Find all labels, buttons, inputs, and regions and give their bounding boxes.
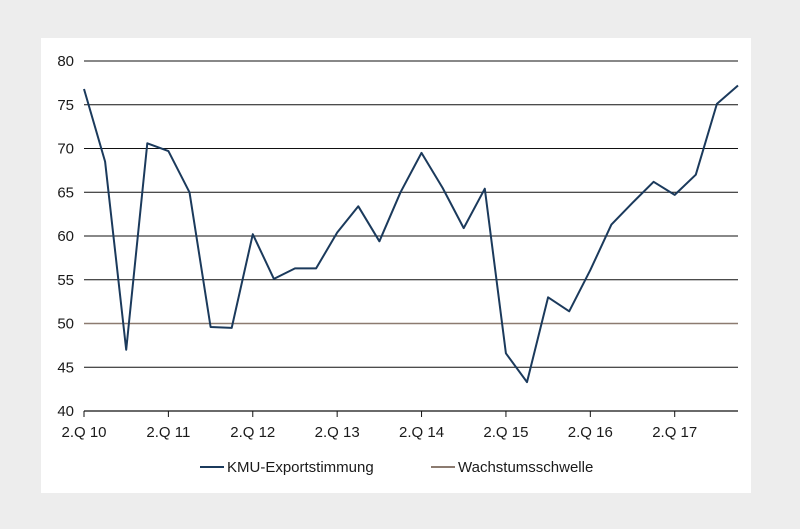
x-tick-label: 2.Q 12: [230, 424, 275, 441]
y-tick-label: 50: [57, 316, 74, 333]
chart-frame: 40 45 50 55 60 65 70 75 80 2.Q 10 2.Q 11 2.Q 12 2.Q …: [41, 38, 751, 493]
legend: KMU-Exportstimmung Wachstumsschwelle: [200, 459, 593, 476]
series-layer: [83, 84, 739, 384]
y-tick-label: 45: [57, 359, 74, 376]
y-tick-label: 55: [57, 272, 74, 289]
y-tick-label: 65: [57, 184, 74, 201]
x-tick-label: 2.Q 10: [61, 424, 106, 441]
y-tick-label: 75: [57, 97, 74, 114]
y-tick-label: 40: [57, 403, 74, 420]
x-tick-label: 2.Q 17: [652, 424, 697, 441]
line-chart: 40 45 50 55 60 65 70 75 80 2.Q 10 2.Q 11 2.Q 12 2.Q …: [57, 53, 739, 476]
x-tick-label: 2.Q 15: [483, 424, 528, 441]
legend-label-kmu-exportstimmung: KMU-Exportstimmung: [227, 459, 374, 476]
x-tick-label: 2.Q 16: [568, 424, 613, 441]
y-tick-label: 80: [57, 53, 74, 70]
y-tick-label: 70: [57, 141, 74, 158]
series-line-kmu-exportstimmung: [83, 84, 739, 384]
x-tick-label: 2.Q 13: [315, 424, 360, 441]
x-tick-label: 2.Q 11: [146, 424, 190, 441]
legend-label-wachstumsschwelle: Wachstumsschwelle: [458, 459, 593, 476]
y-tick-label: 60: [57, 228, 74, 245]
x-tick-label: 2.Q 14: [399, 424, 444, 441]
axes: 40 45 50 55 60 65 70 75 80 2.Q 10 2.Q 11 2.Q 12 2.Q …: [57, 53, 738, 441]
gridlines: [84, 60, 738, 368]
